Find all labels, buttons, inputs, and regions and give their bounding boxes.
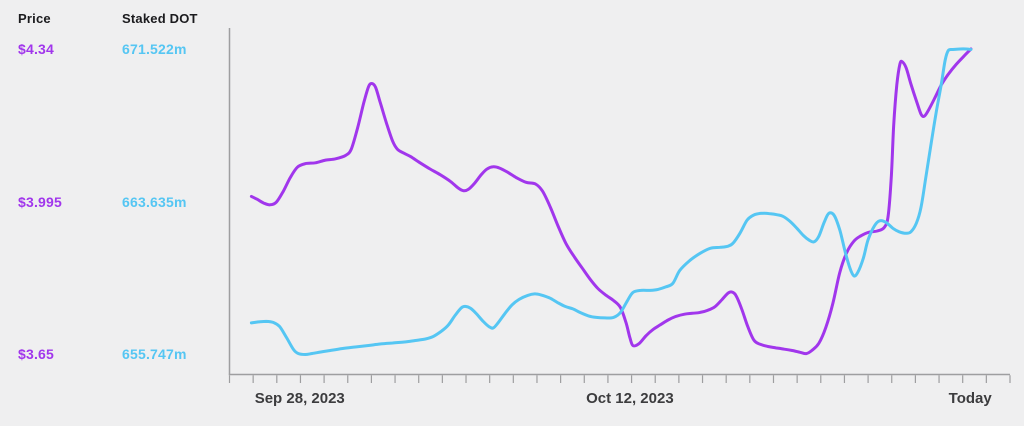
staked-axis-label-min: 655.747m [122,346,187,362]
price-column-header: Price [18,11,51,26]
price-line[interactable] [249,47,973,356]
staked-axis-label-max: 671.522m [122,41,187,57]
price-axis-label-max: $4.34 [18,41,55,57]
x-axis-label: Sep 28, 2023 [255,390,345,407]
x-axis-label: Oct 12, 2023 [586,390,674,407]
price-axis-label-mid: $3.995 [18,194,63,210]
staked-dot-line[interactable] [249,47,973,356]
x-axis-label: Today [949,390,993,407]
staked-axis-label-mid: 663.635m [122,194,187,210]
price-axis-label-min: $3.65 [18,346,55,362]
staked-dot-column-header: Staked DOT [122,11,198,26]
